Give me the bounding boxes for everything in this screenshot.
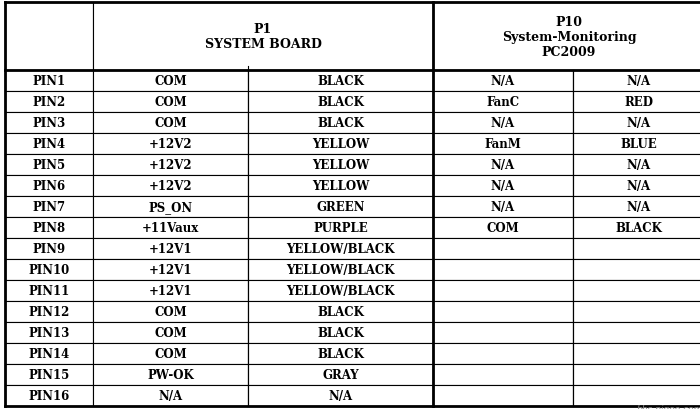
Text: BLACK: BLACK [317,96,364,109]
Text: +12V1: +12V1 [148,263,193,276]
Text: N/A: N/A [627,180,651,193]
Text: COM: COM [154,326,187,339]
Text: BLACK: BLACK [317,347,364,360]
Text: N/A: N/A [491,117,515,130]
Text: PW-OK: PW-OK [147,368,194,381]
Text: BLACK: BLACK [317,305,364,318]
Text: COM: COM [486,221,519,234]
Text: YELLOW/BLACK: YELLOW/BLACK [286,263,395,276]
Text: bbs.pigoo.com: bbs.pigoo.com [637,404,700,409]
Text: N/A: N/A [158,389,183,402]
Text: RED: RED [624,96,654,109]
Text: +12V1: +12V1 [148,243,193,255]
Text: COM: COM [154,75,187,88]
Text: PIN11: PIN11 [29,284,69,297]
Text: N/A: N/A [491,75,515,88]
Text: PS_ON: PS_ON [148,200,193,213]
Text: BLACK: BLACK [317,117,364,130]
Text: +11Vaux: +11Vaux [142,221,199,234]
Text: GREEN: GREEN [316,200,365,213]
Text: P10
System-Monitoring
PC2009: P10 System-Monitoring PC2009 [502,16,636,58]
Text: PIN9: PIN9 [32,243,66,255]
Text: P1
SYSTEM BOARD: P1 SYSTEM BOARD [204,23,321,51]
Text: N/A: N/A [627,75,651,88]
Text: BLACK: BLACK [615,221,662,234]
Text: PIN6: PIN6 [32,180,66,193]
Text: BLACK: BLACK [317,75,364,88]
Text: BLACK: BLACK [317,326,364,339]
Text: N/A: N/A [491,180,515,193]
Text: PIN12: PIN12 [28,305,70,318]
Text: COM: COM [154,96,187,109]
Text: YELLOW: YELLOW [312,180,369,193]
Text: COM: COM [154,305,187,318]
Text: PIN15: PIN15 [29,368,69,381]
Text: PIN16: PIN16 [29,389,69,402]
Text: N/A: N/A [627,159,651,172]
Text: N/A: N/A [491,200,515,213]
Text: PIN8: PIN8 [32,221,66,234]
Text: PIN1: PIN1 [32,75,66,88]
Text: COM: COM [154,347,187,360]
Text: YELLOW: YELLOW [312,159,369,172]
Text: FanC: FanC [486,96,519,109]
Text: PIN7: PIN7 [32,200,66,213]
Text: PURPLE: PURPLE [313,221,368,234]
Text: GRAY: GRAY [322,368,359,381]
Text: FanM: FanM [484,138,522,151]
Text: YELLOW/BLACK: YELLOW/BLACK [286,284,395,297]
Text: PIN3: PIN3 [32,117,66,130]
Text: N/A: N/A [491,159,515,172]
Text: YELLOW/BLACK: YELLOW/BLACK [286,243,395,255]
Text: +12V1: +12V1 [148,284,193,297]
Text: PIN5: PIN5 [32,159,66,172]
Text: +12V2: +12V2 [148,180,193,193]
Text: N/A: N/A [627,117,651,130]
Text: PIN14: PIN14 [29,347,69,360]
Text: PIN2: PIN2 [32,96,66,109]
Text: COM: COM [154,117,187,130]
Text: +12V2: +12V2 [148,138,193,151]
Text: PIN4: PIN4 [32,138,66,151]
Text: +12V2: +12V2 [148,159,193,172]
Text: N/A: N/A [328,389,353,402]
Text: BLUE: BLUE [621,138,657,151]
Text: YELLOW: YELLOW [312,138,369,151]
Text: PIN10: PIN10 [29,263,69,276]
Text: PIN13: PIN13 [28,326,70,339]
Text: N/A: N/A [627,200,651,213]
